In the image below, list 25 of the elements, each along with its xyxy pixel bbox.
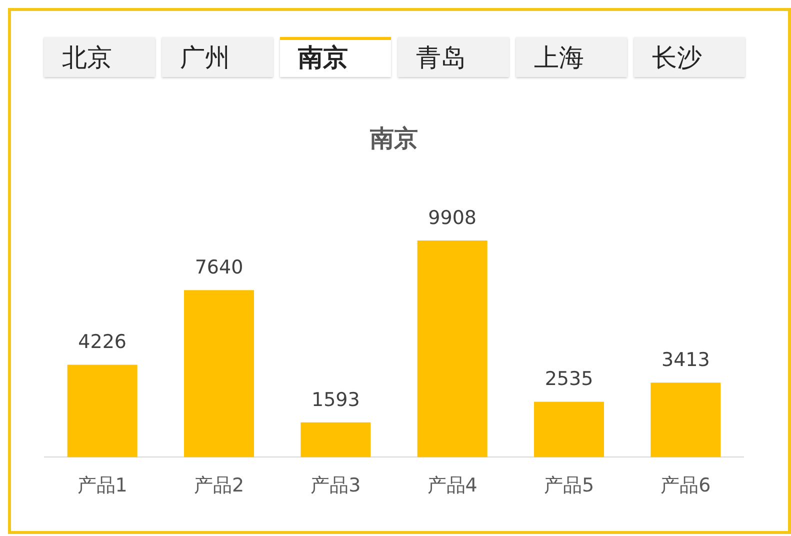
x-tick-label: 产品4 bbox=[427, 474, 478, 497]
bar bbox=[417, 240, 488, 458]
text: 南京 bbox=[280, 37, 391, 77]
data-label: 9908 bbox=[428, 206, 477, 229]
bar bbox=[300, 422, 371, 458]
text: 长沙 bbox=[634, 37, 745, 77]
bar bbox=[534, 402, 604, 458]
x-tick-label: 产品2 bbox=[194, 474, 244, 497]
x-tick-label: 产品1 bbox=[77, 474, 128, 497]
text: 青岛 bbox=[398, 37, 509, 77]
bar bbox=[67, 364, 138, 458]
x-tick-label: 产品5 bbox=[544, 474, 594, 497]
data-label: 7640 bbox=[194, 256, 244, 279]
data-label: 2535 bbox=[544, 368, 594, 390]
text: 上海 bbox=[516, 37, 627, 77]
data-label: 1593 bbox=[311, 388, 360, 411]
x-tick-label: 产品6 bbox=[660, 474, 711, 497]
x-tick-label: 产品3 bbox=[310, 474, 361, 497]
data-label: 3413 bbox=[661, 349, 710, 372]
bar bbox=[184, 290, 254, 458]
bar bbox=[650, 382, 721, 458]
text: 广州 bbox=[162, 37, 273, 77]
chart-title: 南京 bbox=[369, 124, 418, 153]
text: 北京 bbox=[44, 37, 155, 77]
data-label: 4226 bbox=[78, 331, 127, 354]
